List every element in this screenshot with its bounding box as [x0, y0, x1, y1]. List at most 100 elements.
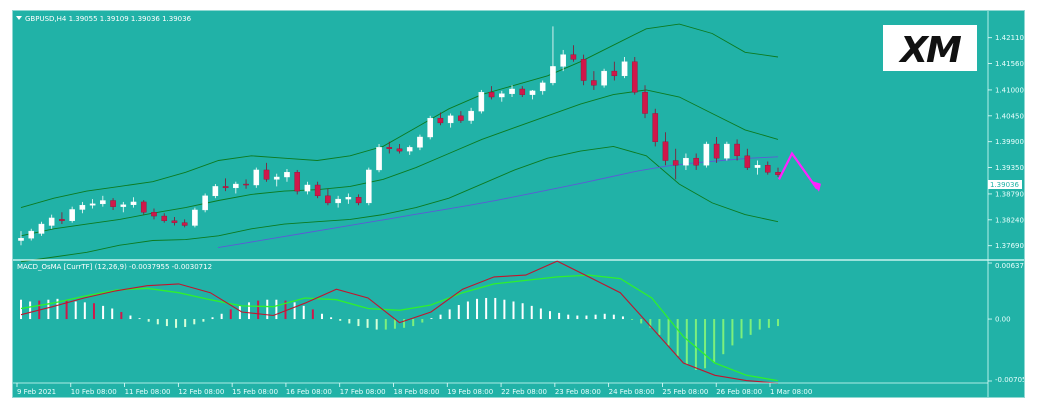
time-tick-label: 17 Feb 08:00 [340, 388, 386, 396]
candle-body [38, 223, 45, 234]
candle-body [509, 88, 515, 94]
time-tick-label: 18 Feb 08:00 [394, 388, 440, 396]
osma-bar [603, 313, 606, 320]
osma-bar [722, 319, 725, 355]
osma-bar [311, 309, 314, 320]
candle-body [69, 209, 75, 221]
osma-bar [612, 314, 615, 320]
osma-bar [530, 305, 533, 320]
osma-bar [29, 301, 32, 320]
candle-body [724, 143, 730, 159]
candle-body [734, 143, 740, 157]
osma-bar [567, 314, 570, 320]
chart-window[interactable]: 1.42110 1.41560 1.41000 1.40450 1.39900 1.393… [12, 10, 1025, 398]
candle-body [683, 157, 689, 166]
candle-body [498, 93, 505, 98]
candle-body [100, 200, 106, 205]
candle-body [672, 160, 679, 166]
xm-logo-text: XM [898, 30, 962, 71]
osma-bar [111, 308, 114, 320]
candle-body [417, 136, 423, 148]
price-tick-label: 1.42110 [995, 34, 1024, 42]
candle-body [233, 183, 239, 189]
osma-bar [439, 314, 442, 320]
osma-bar [238, 305, 241, 320]
signal-line [20, 274, 779, 382]
osma-bar [348, 319, 351, 324]
osma-bar [56, 298, 59, 320]
time-tick-label: 26 Feb 08:00 [716, 388, 762, 396]
osma-bar [220, 313, 223, 320]
candle-body [181, 222, 188, 226]
candle-body [130, 201, 137, 205]
osma-bar [749, 319, 752, 335]
osma-bar [202, 319, 205, 322]
forecast-arrow-head [811, 180, 821, 192]
osma-bar [740, 319, 743, 339]
osma-bar [403, 319, 406, 328]
bollinger-lower-line [20, 145, 779, 263]
candle-body [427, 117, 433, 138]
osma-bar [211, 317, 214, 320]
osma-bar [384, 319, 387, 330]
osma-bar [366, 319, 369, 328]
osma-bar [767, 319, 770, 328]
osma-bar [667, 319, 670, 346]
osma-bar [102, 305, 105, 320]
time-tick-label: 16 Feb 08:00 [286, 388, 332, 396]
candle-body [621, 61, 628, 77]
candle-body [550, 66, 556, 84]
candle-body [764, 165, 771, 173]
candle-body [703, 143, 710, 166]
candle-body [110, 200, 116, 207]
macd-tick-label: -0.007051 [995, 376, 1024, 384]
osma-bar [275, 299, 278, 320]
price-tick-label: 1.38240 [995, 216, 1024, 224]
candle-body [468, 110, 474, 121]
candle-body [652, 113, 659, 142]
candle-body [79, 205, 86, 210]
macd-tick-label: 0.00 [995, 316, 1011, 324]
osma-bar [476, 298, 479, 320]
osma-bar [713, 319, 716, 363]
current-price-tag [988, 180, 1022, 189]
osma-bar [138, 318, 141, 320]
candle-body [202, 195, 208, 211]
osma-bar [175, 319, 178, 328]
candle-body [28, 230, 35, 239]
candle-body [478, 92, 485, 112]
candle-body [222, 186, 229, 189]
macd-pane[interactable] [20, 260, 779, 384]
osma-bar [631, 319, 634, 320]
osma-bar [129, 315, 132, 320]
osma-bar [293, 302, 296, 320]
macd-line [20, 260, 779, 384]
price-pane[interactable] [18, 23, 821, 263]
candle-body [560, 54, 566, 67]
osma-bar [147, 319, 150, 322]
candle-body [447, 115, 454, 124]
osma-bar [457, 304, 460, 320]
candle-body [355, 197, 362, 204]
osma-bar [585, 315, 588, 320]
candle-body [161, 215, 168, 221]
candle-body [437, 117, 444, 124]
candle-body [601, 70, 607, 86]
osma-bar [448, 309, 451, 320]
osma-bar [320, 313, 323, 320]
chart-header: GBPUSD,H4 1.39055 1.39109 1.39036 1.3903… [16, 15, 192, 23]
osma-bar [494, 297, 497, 320]
dropdown-triangle-icon[interactable] [16, 16, 22, 20]
candle-body [744, 155, 751, 168]
candle-body [570, 54, 577, 60]
price-tick-label: 1.41000 [995, 86, 1024, 94]
osma-bar [694, 319, 697, 371]
candle-body [140, 201, 147, 213]
candle-body [591, 80, 597, 86]
osma-bar [92, 303, 95, 320]
osma-bar [184, 319, 187, 327]
osma-bar [731, 319, 734, 346]
time-tick-label: 10 Feb 08:00 [71, 388, 117, 396]
candle-body [89, 203, 96, 206]
osma-bar [576, 315, 579, 320]
